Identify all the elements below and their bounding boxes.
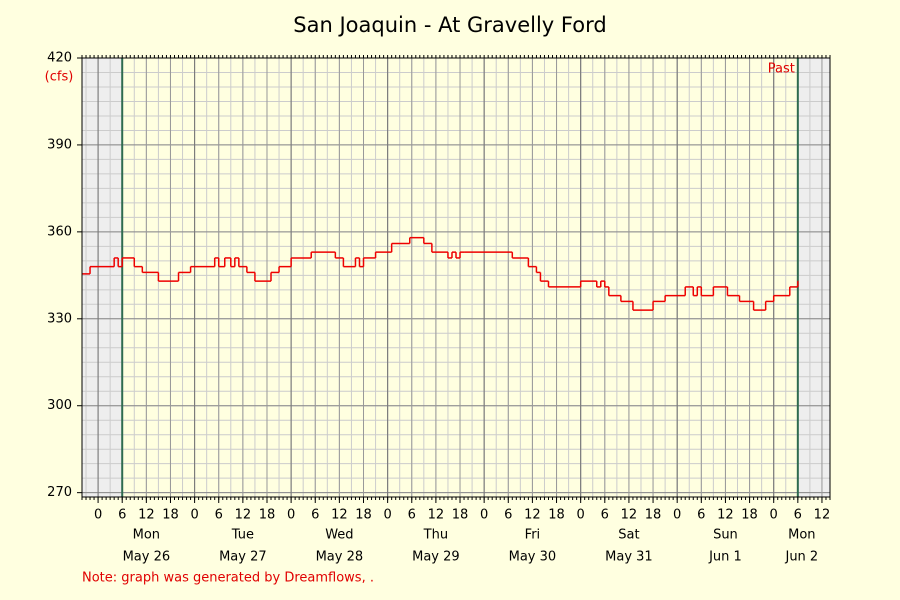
x-tick-label: 0 bbox=[190, 508, 198, 523]
y-tick-label: 390 bbox=[47, 137, 72, 152]
x-tick-label: 6 bbox=[794, 508, 802, 523]
day-date: May 31 bbox=[605, 550, 653, 565]
day-date: May 26 bbox=[123, 550, 171, 565]
x-tick-label: 6 bbox=[697, 508, 705, 523]
day-name: Tue bbox=[231, 528, 254, 543]
x-tick-label: 18 bbox=[259, 508, 276, 523]
x-tick-label: 0 bbox=[673, 508, 681, 523]
day-name: Wed bbox=[325, 528, 353, 543]
x-tick-label: 0 bbox=[480, 508, 488, 523]
x-tick-label: 6 bbox=[311, 508, 319, 523]
marker-label: Past bbox=[768, 62, 795, 77]
day-name: Mon bbox=[133, 528, 160, 543]
x-tick-label: 0 bbox=[383, 508, 391, 523]
shade bbox=[797, 58, 830, 497]
x-tick-label: 0 bbox=[94, 508, 102, 523]
x-tick-label: 0 bbox=[287, 508, 295, 523]
day-date: May 29 bbox=[412, 550, 460, 565]
x-tick-label: 0 bbox=[770, 508, 778, 523]
x-tick-label: 12 bbox=[428, 508, 445, 523]
day-date: Jun 2 bbox=[784, 550, 818, 565]
x-tick-label: 12 bbox=[331, 508, 348, 523]
day-date: May 27 bbox=[219, 550, 267, 565]
y-tick-label: 420 bbox=[47, 51, 72, 66]
x-tick-label: 12 bbox=[814, 508, 831, 523]
day-date: May 30 bbox=[509, 550, 557, 565]
x-tick-label: 6 bbox=[504, 508, 512, 523]
plot-frame bbox=[81, 57, 831, 498]
x-tick-label: 18 bbox=[452, 508, 469, 523]
x-tick-label: 0 bbox=[577, 508, 585, 523]
x-tick-label: 6 bbox=[215, 508, 223, 523]
y-tick-label: 300 bbox=[47, 398, 72, 413]
x-tick-label: 18 bbox=[645, 508, 662, 523]
x-tick-label: 18 bbox=[162, 508, 179, 523]
x-tick-label: 18 bbox=[548, 508, 565, 523]
x-tick-label: 6 bbox=[601, 508, 609, 523]
x-tick-label: 6 bbox=[408, 508, 416, 523]
day-name: Fri bbox=[525, 528, 541, 543]
shade bbox=[82, 58, 123, 497]
chart-title: San Joaquin - At Gravelly Ford bbox=[293, 13, 606, 37]
y-tick-label: 360 bbox=[47, 224, 72, 239]
x-tick-label: 12 bbox=[717, 508, 734, 523]
day-name: Mon bbox=[788, 528, 815, 543]
day-name: Thu bbox=[423, 528, 448, 543]
day-date: May 28 bbox=[316, 550, 364, 565]
y-unit: (cfs) bbox=[45, 70, 74, 85]
y-tick-label: 330 bbox=[47, 311, 72, 326]
x-tick-label: 18 bbox=[355, 508, 372, 523]
x-tick-label: 12 bbox=[621, 508, 638, 523]
day-name: Sun bbox=[713, 528, 738, 543]
x-tick-label: 12 bbox=[138, 508, 155, 523]
y-tick-label: 270 bbox=[47, 485, 72, 500]
x-tick-label: 18 bbox=[741, 508, 758, 523]
x-tick-label: 12 bbox=[524, 508, 541, 523]
note: Note: graph was generated by Dreamflows,… bbox=[82, 571, 374, 586]
x-tick-label: 6 bbox=[118, 508, 126, 523]
day-name: Sat bbox=[618, 528, 639, 543]
day-date: Jun 1 bbox=[708, 550, 742, 565]
x-tick-label: 12 bbox=[235, 508, 252, 523]
